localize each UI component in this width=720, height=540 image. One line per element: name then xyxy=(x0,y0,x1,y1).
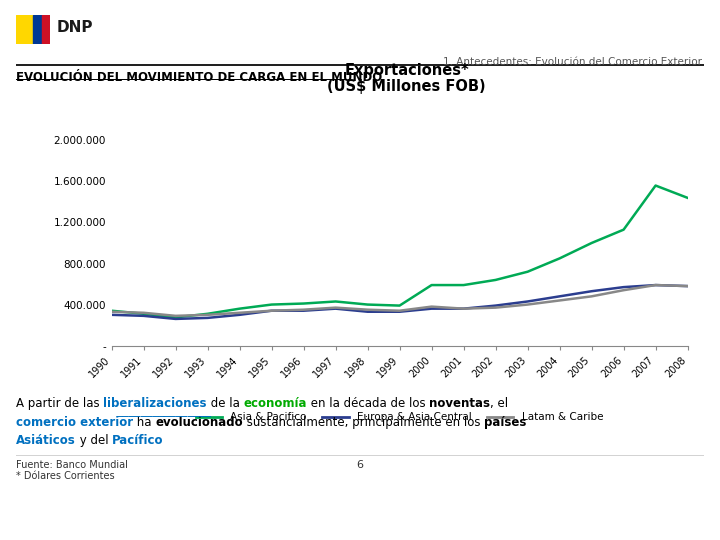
Asia & Pacifico xyxy=(364,301,372,308)
Latam & Caribe xyxy=(523,301,532,308)
Europa & Asia Central xyxy=(427,306,436,312)
Text: EVOLUCIÓN DEL MOVIMIENTO DE CARGA EN EL MUNDO: EVOLUCIÓN DEL MOVIMIENTO DE CARGA EN EL … xyxy=(16,71,382,84)
Latam & Caribe xyxy=(171,313,180,319)
Europa & Asia Central xyxy=(331,306,340,312)
Europa & Asia Central xyxy=(107,312,116,318)
Text: comercio exterior: comercio exterior xyxy=(16,416,133,429)
Asia & Pacifico xyxy=(652,183,660,189)
Latam & Caribe xyxy=(139,309,148,316)
Asia & Pacifico xyxy=(235,306,244,312)
Asia & Pacifico xyxy=(459,282,468,288)
Latam & Caribe xyxy=(300,306,308,313)
Text: DNP: DNP xyxy=(56,19,93,35)
Latam & Caribe xyxy=(588,293,596,300)
Latam & Caribe xyxy=(555,297,564,303)
Latam & Caribe xyxy=(652,282,660,288)
Europa & Asia Central xyxy=(459,306,468,312)
Europa & Asia Central xyxy=(619,284,628,291)
Asia & Pacifico xyxy=(555,255,564,261)
Text: evolucionado: evolucionado xyxy=(156,416,243,429)
Europa & Asia Central xyxy=(267,307,276,314)
Asia & Pacifico xyxy=(203,310,212,317)
Latam & Caribe xyxy=(683,283,692,289)
Legend: Asia & Pacifico, Europa & Asia Central, Latam & Caribe: Asia & Pacifico, Europa & Asia Central, … xyxy=(192,408,607,427)
Line: Latam & Caribe: Latam & Caribe xyxy=(112,285,688,316)
Line: Europa & Asia Central: Europa & Asia Central xyxy=(112,285,688,319)
Latam & Caribe xyxy=(427,303,436,310)
Text: ha: ha xyxy=(133,416,156,429)
Text: noventas: noventas xyxy=(429,397,490,410)
Latam & Caribe xyxy=(235,309,244,316)
Europa & Asia Central xyxy=(491,302,500,309)
Asia & Pacifico xyxy=(267,301,276,308)
Asia & Pacifico xyxy=(171,314,180,321)
Asia & Pacifico xyxy=(331,298,340,305)
Latam & Caribe xyxy=(491,305,500,311)
Bar xyxy=(16,15,33,44)
Text: liberalizaciones: liberalizaciones xyxy=(103,397,207,410)
Europa & Asia Central xyxy=(523,298,532,305)
Asia & Pacifico xyxy=(523,268,532,275)
Europa & Asia Central xyxy=(139,313,148,319)
Text: economía: economía xyxy=(243,397,307,410)
Asia & Pacifico xyxy=(427,282,436,288)
Europa & Asia Central xyxy=(652,282,660,288)
Europa & Asia Central xyxy=(171,316,180,322)
Bar xyxy=(42,15,50,44)
Latam & Caribe xyxy=(203,312,212,318)
Europa & Asia Central xyxy=(235,312,244,318)
Text: 1. Antecedentes: Evolución del Comercio Exterior: 1. Antecedentes: Evolución del Comercio … xyxy=(443,57,702,67)
Text: ________________: ________________ xyxy=(117,404,212,417)
Text: 6: 6 xyxy=(356,460,364,470)
Text: Exportaciones*: Exportaciones* xyxy=(344,63,469,78)
Text: Asiáticos: Asiáticos xyxy=(16,434,76,447)
Text: (US$ Millones FOB): (US$ Millones FOB) xyxy=(328,79,486,94)
Asia & Pacifico xyxy=(107,307,116,314)
Europa & Asia Central xyxy=(300,307,308,314)
Bar xyxy=(33,15,42,44)
Asia & Pacifico xyxy=(395,302,404,309)
Text: , el: , el xyxy=(490,397,508,410)
Line: Asia & Pacifico: Asia & Pacifico xyxy=(112,186,688,318)
Europa & Asia Central xyxy=(555,293,564,300)
Latam & Caribe xyxy=(331,305,340,311)
Text: * Dólares Corrientes: * Dólares Corrientes xyxy=(16,471,114,481)
Latam & Caribe xyxy=(107,308,116,315)
Asia & Pacifico xyxy=(619,226,628,233)
Text: países: países xyxy=(484,416,526,429)
Asia & Pacifico xyxy=(491,276,500,283)
Latam & Caribe xyxy=(395,307,404,314)
Europa & Asia Central xyxy=(203,315,212,321)
Asia & Pacifico xyxy=(139,310,148,317)
Asia & Pacifico xyxy=(300,300,308,307)
Europa & Asia Central xyxy=(588,288,596,294)
Text: y del: y del xyxy=(76,434,112,447)
Europa & Asia Central xyxy=(683,283,692,289)
Text: en la década de los: en la década de los xyxy=(307,397,429,410)
Asia & Pacifico xyxy=(588,240,596,246)
Latam & Caribe xyxy=(619,287,628,293)
Asia & Pacifico xyxy=(683,194,692,201)
Text: Pacífico: Pacífico xyxy=(112,434,163,447)
Latam & Caribe xyxy=(267,307,276,314)
Text: de la: de la xyxy=(207,397,243,410)
Latam & Caribe xyxy=(364,306,372,313)
Europa & Asia Central xyxy=(364,308,372,315)
Text: Fuente: Banco Mundial: Fuente: Banco Mundial xyxy=(16,460,127,470)
Europa & Asia Central xyxy=(395,308,404,315)
Latam & Caribe xyxy=(459,306,468,312)
Text: A partir de las: A partir de las xyxy=(16,397,103,410)
Text: sustancialmente, principalmente en los: sustancialmente, principalmente en los xyxy=(243,416,484,429)
